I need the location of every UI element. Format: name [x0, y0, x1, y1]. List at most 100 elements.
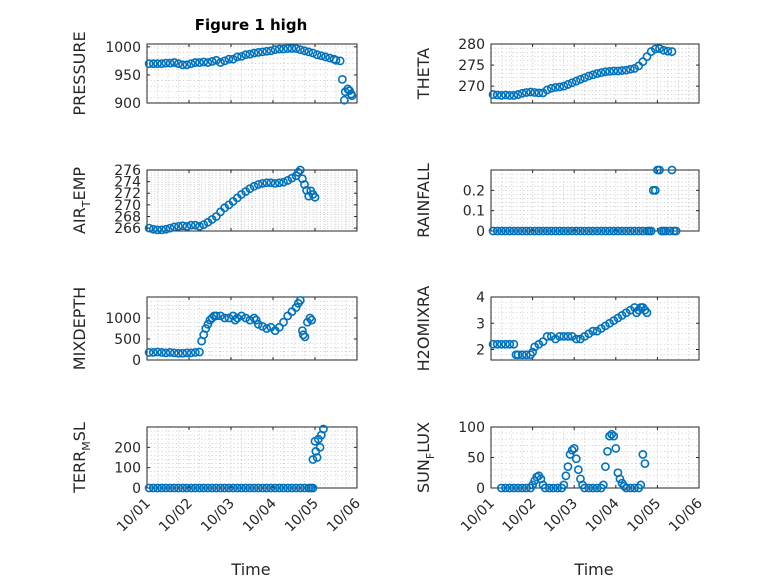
data-point — [287, 483, 297, 493]
data-point — [174, 483, 183, 493]
data-point — [501, 483, 510, 493]
data-point — [195, 58, 204, 67]
subplot-rainfall: 0 0.1 0.2 RAINFALL — [414, 163, 700, 240]
data-point — [258, 47, 267, 57]
data-point — [241, 50, 251, 60]
data-point — [488, 339, 498, 349]
data-point — [530, 88, 540, 97]
data-point — [551, 226, 560, 236]
data-point — [283, 311, 293, 321]
data-point — [576, 226, 585, 236]
data-point — [573, 465, 583, 475]
data-point — [224, 483, 234, 493]
data-point — [144, 348, 154, 357]
y-tick-label: 1000 — [105, 311, 141, 327]
data-point — [337, 75, 347, 84]
markers — [496, 429, 650, 493]
data-point — [580, 73, 589, 83]
data-point — [517, 350, 527, 360]
data-point — [165, 483, 175, 493]
x-tick-label: 10/04 — [240, 495, 280, 535]
data-point — [253, 319, 263, 329]
y-tick-label: 200 — [114, 440, 141, 456]
data-point — [569, 443, 579, 453]
data-point — [169, 348, 179, 358]
data-point — [270, 178, 280, 188]
data-point — [505, 226, 515, 236]
data-point — [144, 483, 154, 493]
data-point — [501, 90, 510, 100]
data-point — [279, 483, 288, 493]
data-point — [609, 431, 619, 441]
x-tick-label: 10/01 — [458, 496, 498, 536]
data-point — [182, 221, 192, 231]
x-tick-label: 10/04 — [583, 495, 623, 535]
data-point — [640, 459, 650, 468]
data-point — [207, 483, 217, 493]
axes-frame — [490, 296, 700, 361]
data-point — [665, 226, 675, 236]
data-point — [598, 480, 608, 490]
y-tick-label: 270 — [114, 198, 141, 214]
data-point — [534, 88, 544, 98]
data-point — [182, 60, 192, 70]
data-point — [488, 90, 498, 99]
data-point — [305, 313, 315, 323]
data-point — [571, 454, 581, 464]
data-point — [298, 330, 308, 340]
data-point — [157, 59, 167, 69]
data-point — [291, 303, 301, 312]
data-point — [287, 44, 297, 53]
subplot-mixdepth: 0 500 1000 MIXDEPTH — [70, 287, 358, 370]
data-point — [565, 450, 575, 459]
data-point — [245, 483, 255, 493]
y-tick-label: 900 — [114, 96, 141, 112]
y-tick-label: 950 — [114, 68, 141, 84]
data-point — [509, 226, 519, 236]
data-point — [148, 224, 158, 234]
data-point — [659, 45, 669, 55]
grid — [491, 427, 699, 488]
data-point — [584, 71, 594, 81]
data-point — [161, 483, 171, 493]
data-point — [203, 483, 213, 493]
data-point — [544, 483, 554, 493]
data-point — [249, 483, 259, 493]
data-point — [169, 222, 179, 232]
data-point — [555, 331, 565, 341]
y-tick-label: 50 — [467, 451, 485, 467]
data-point — [650, 44, 660, 54]
data-point — [230, 315, 240, 325]
data-point — [270, 45, 280, 55]
data-point — [220, 483, 230, 493]
markers — [144, 44, 357, 105]
data-point — [521, 226, 531, 236]
data-point — [182, 348, 192, 358]
data-point — [540, 483, 550, 493]
y-tick-label: 270 — [458, 79, 485, 95]
data-point — [542, 226, 552, 236]
data-point — [315, 442, 325, 452]
data-point — [148, 483, 158, 493]
data-point — [588, 483, 598, 493]
grid — [491, 170, 699, 231]
data-point — [270, 483, 280, 493]
x-tick-label: 10/02 — [500, 496, 540, 536]
grid — [491, 297, 699, 360]
data-point — [232, 483, 242, 493]
data-point — [496, 339, 506, 349]
data-point — [295, 483, 305, 493]
data-point — [279, 177, 288, 187]
y-tick-label: 4 — [476, 290, 485, 306]
data-point — [601, 462, 610, 472]
data-point — [216, 311, 225, 321]
y-axis-label: RAINFALL — [414, 163, 433, 238]
data-point — [596, 226, 606, 236]
data-point — [555, 226, 565, 236]
data-point — [571, 334, 581, 344]
data-point — [220, 56, 230, 66]
data-point — [492, 90, 502, 100]
y-tick-label: 0 — [132, 353, 141, 369]
data-point — [274, 483, 284, 493]
